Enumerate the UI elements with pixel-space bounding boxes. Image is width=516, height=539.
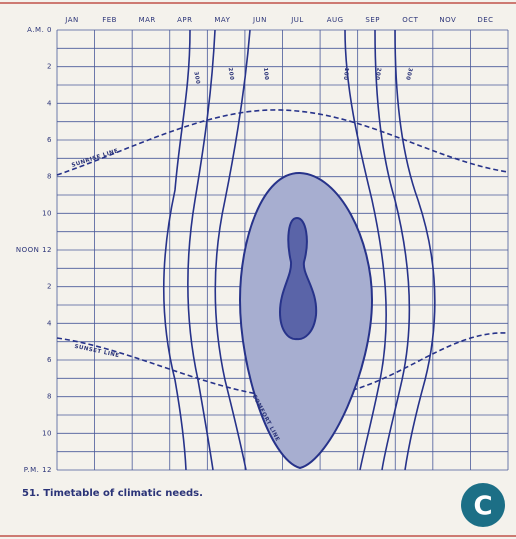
- hour-label: A.M. 0: [27, 26, 52, 34]
- contour-label: 200: [227, 67, 235, 81]
- hour-label: 10: [42, 429, 52, 437]
- month-label: FEB: [102, 16, 117, 24]
- month-label: AUG: [327, 16, 344, 24]
- hour-label: 2: [47, 283, 52, 291]
- month-label: NOV: [439, 16, 456, 24]
- month-label: DEC: [477, 16, 493, 24]
- hour-label: 2: [47, 63, 52, 71]
- month-label: MAY: [214, 16, 230, 24]
- contour: [394, 29, 436, 471]
- badge-letter: C: [473, 492, 492, 522]
- month-label: JAN: [64, 16, 78, 24]
- badge: [461, 483, 505, 527]
- hour-label: P.M. 12: [24, 466, 52, 474]
- month-label: APR: [177, 16, 192, 24]
- month-label: JUL: [290, 16, 304, 24]
- hour-label: NOON 12: [16, 246, 52, 254]
- month-label: OCT: [402, 16, 418, 24]
- sunrise-line: [56, 109, 509, 176]
- hour-label: 4: [47, 319, 52, 327]
- hour-label: 10: [42, 209, 52, 217]
- contour-label: 300: [404, 67, 413, 81]
- contour-label: 200: [373, 67, 381, 81]
- hour-label: 6: [47, 136, 52, 144]
- contour: [214, 29, 251, 471]
- month-label: JUN: [252, 16, 267, 24]
- hour-label: 4: [47, 99, 52, 107]
- contour: [162, 29, 191, 471]
- contour: [344, 29, 387, 471]
- month-label: SEP: [365, 16, 380, 24]
- hour-label: 8: [47, 173, 52, 181]
- hour-label: 6: [47, 356, 52, 364]
- contour-label: 100: [262, 67, 269, 81]
- contour-label: 300: [192, 71, 200, 85]
- hour-label: 8: [47, 393, 52, 401]
- contour: [187, 29, 216, 471]
- contour-label: 100: [342, 67, 349, 81]
- caption: 51. Timetable of climatic needs.: [22, 488, 203, 499]
- inner-zone: [278, 216, 318, 341]
- contour: [374, 29, 411, 471]
- month-label: MAR: [139, 16, 156, 24]
